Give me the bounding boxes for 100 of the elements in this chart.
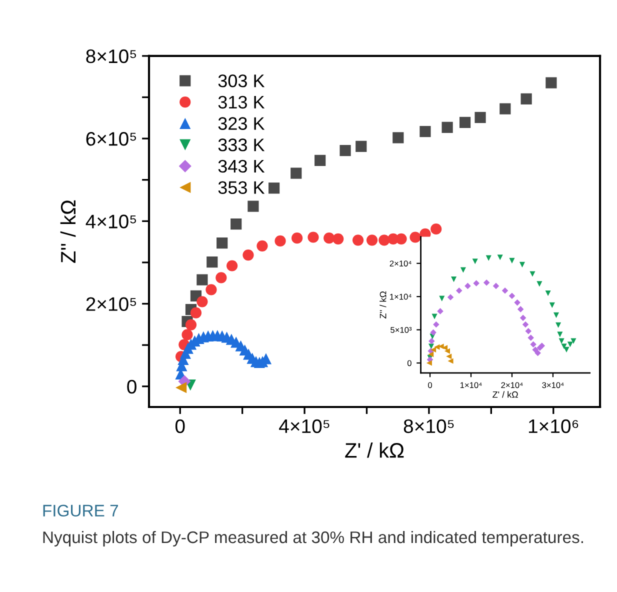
point	[352, 234, 364, 246]
point	[509, 258, 515, 264]
point	[332, 233, 344, 244]
x-axis-title: Z' / kΩ	[345, 442, 404, 458]
x-tick-label: 2×10⁴	[501, 382, 523, 388]
point	[185, 319, 197, 330]
text: Nyquist plots of Dy-CP measured at 30% RH and indicated temperatures.	[43, 530, 583, 546]
point	[175, 382, 187, 394]
point	[216, 237, 228, 249]
legend-label: 313 K	[218, 96, 265, 109]
y-tick-label: 6×10⁵	[86, 132, 136, 146]
point	[268, 182, 280, 194]
x-tick-label: 1×10⁶	[528, 419, 578, 434]
point	[500, 103, 511, 114]
point	[464, 282, 471, 290]
point	[497, 254, 503, 260]
point	[216, 272, 227, 284]
point	[442, 122, 453, 133]
legend-label: 323 K	[218, 117, 265, 130]
point	[433, 321, 440, 328]
point	[546, 77, 557, 88]
point	[242, 249, 254, 261]
x-tick-label: 8×10⁵	[404, 419, 454, 434]
point	[456, 287, 462, 294]
point	[366, 234, 378, 246]
legend-label: 353 K	[218, 181, 265, 194]
point	[196, 274, 208, 286]
point	[538, 342, 546, 349]
point	[472, 258, 478, 264]
point	[460, 267, 466, 273]
point	[308, 232, 319, 243]
x-tick-label: 3×10⁴	[542, 382, 564, 388]
point	[430, 223, 442, 235]
x-tick-label: 1×10⁴	[460, 382, 482, 388]
point	[534, 350, 541, 356]
point	[182, 329, 193, 340]
point	[430, 329, 436, 336]
legend-label: 343 K	[218, 160, 265, 173]
point	[474, 112, 486, 124]
point	[514, 299, 520, 306]
legend-label: 333 K	[218, 138, 265, 152]
point	[536, 281, 542, 287]
point	[206, 256, 218, 268]
legend-label: 303 K	[218, 74, 265, 88]
point	[517, 306, 524, 312]
point	[426, 360, 432, 366]
point	[459, 116, 471, 128]
point	[444, 348, 450, 354]
point	[378, 234, 390, 246]
point	[520, 93, 532, 104]
point	[292, 232, 303, 244]
point	[483, 279, 490, 286]
point	[420, 126, 431, 138]
point	[434, 344, 440, 350]
point	[448, 358, 454, 364]
point	[356, 140, 367, 152]
point	[256, 240, 268, 252]
y-tick-label: 2×10⁴	[390, 260, 412, 266]
caption: FIGURE 7	[43, 504, 118, 517]
point	[190, 307, 202, 318]
point	[392, 132, 404, 144]
point	[528, 334, 534, 341]
point	[561, 344, 567, 350]
y-tick-label: 4×10⁵	[86, 214, 136, 228]
point	[502, 287, 508, 294]
y-axis-title: Z'' / kΩ	[380, 291, 386, 318]
point	[530, 341, 536, 348]
y-tick-label: 1×10⁴	[390, 294, 412, 300]
point	[410, 232, 421, 243]
point	[447, 294, 454, 300]
point	[522, 321, 529, 328]
point	[451, 276, 457, 282]
point	[314, 154, 326, 166]
point	[508, 292, 516, 300]
y-tick-label: 0	[407, 360, 412, 366]
point	[396, 233, 407, 244]
point	[532, 346, 538, 353]
y-tick-label: 5×10³	[390, 326, 412, 333]
y-tick-label: 8×10⁵	[86, 49, 136, 64]
point	[473, 280, 480, 286]
point	[437, 308, 444, 314]
point	[520, 314, 526, 321]
point	[196, 296, 208, 308]
point	[340, 144, 351, 156]
x-tick-label: 4×10⁵	[279, 419, 330, 434]
y-tick-label: 2×10⁵	[86, 297, 136, 311]
point	[492, 282, 500, 290]
point	[226, 260, 238, 272]
point	[525, 328, 532, 334]
point	[432, 314, 438, 320]
point	[428, 338, 435, 344]
point	[557, 332, 563, 338]
point	[530, 271, 536, 277]
x-axis-title: Z' / kΩ	[492, 391, 518, 398]
point	[545, 290, 551, 296]
point	[230, 218, 242, 230]
point	[290, 168, 302, 179]
point	[206, 284, 217, 296]
x-tick-label: 0	[428, 382, 432, 388]
x-tick-label: 0	[175, 419, 185, 434]
